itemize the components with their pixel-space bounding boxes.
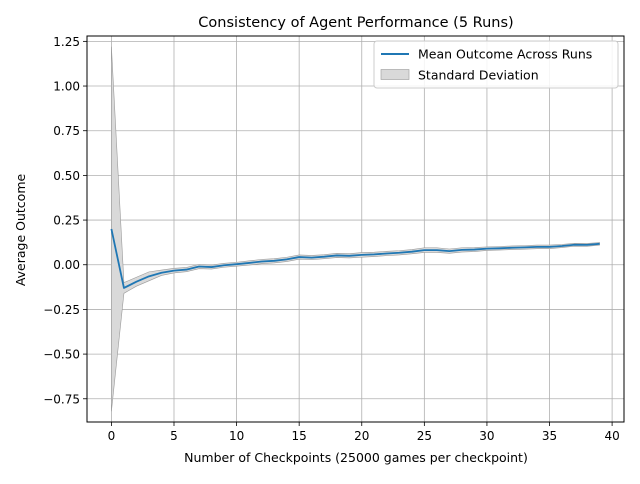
legend: Mean Outcome Across Runs Standard Deviat… <box>373 40 619 89</box>
y-tick-label: −0.75 <box>43 392 80 406</box>
x-axis-ticks: 0 5 10 15 20 25 30 35 40 <box>108 422 620 443</box>
std-band <box>111 46 600 412</box>
y-tick-label: 0.50 <box>53 169 80 183</box>
y-tick-label: 0.75 <box>53 124 80 138</box>
legend-std-swatch <box>380 69 410 80</box>
y-tick-label: 1.00 <box>53 80 80 94</box>
x-tick-label: 0 <box>108 429 116 443</box>
x-tick-label: 25 <box>417 429 432 443</box>
y-tick-label: −0.25 <box>43 303 80 317</box>
y-tick-label: 1.25 <box>53 35 80 49</box>
x-tick-label: 40 <box>604 429 619 443</box>
x-tick-label: 15 <box>292 429 307 443</box>
x-tick-label: 35 <box>542 429 557 443</box>
x-axis-label: Number of Checkpoints (25000 games per c… <box>184 450 528 465</box>
plot-frame <box>86 35 625 423</box>
chart-title: Consistency of Agent Performance (5 Runs… <box>198 15 513 31</box>
mean-outcome-line <box>110 228 600 289</box>
grid <box>87 36 624 422</box>
legend-mean-label: Mean Outcome Across Runs <box>418 47 592 62</box>
legend-std-label: Standard Deviation <box>418 68 539 83</box>
x-tick-label: 10 <box>229 429 244 443</box>
std-band-layer <box>111 46 600 412</box>
y-axis-label: Average Outcome <box>13 174 28 287</box>
y-axis-ticks: −0.75 −0.50 −0.25 0.00 0.25 0.50 0.75 1.00 1.25 <box>43 35 87 406</box>
legend-box <box>373 40 619 89</box>
x-tick-label: 30 <box>479 429 494 443</box>
y-tick-label: 0.00 <box>53 258 80 272</box>
x-tick-label: 20 <box>354 429 369 443</box>
y-tick-label: −0.50 <box>43 348 80 362</box>
y-tick-label: 0.25 <box>53 214 80 228</box>
x-tick-label: 5 <box>170 429 178 443</box>
series-layer <box>110 228 600 289</box>
